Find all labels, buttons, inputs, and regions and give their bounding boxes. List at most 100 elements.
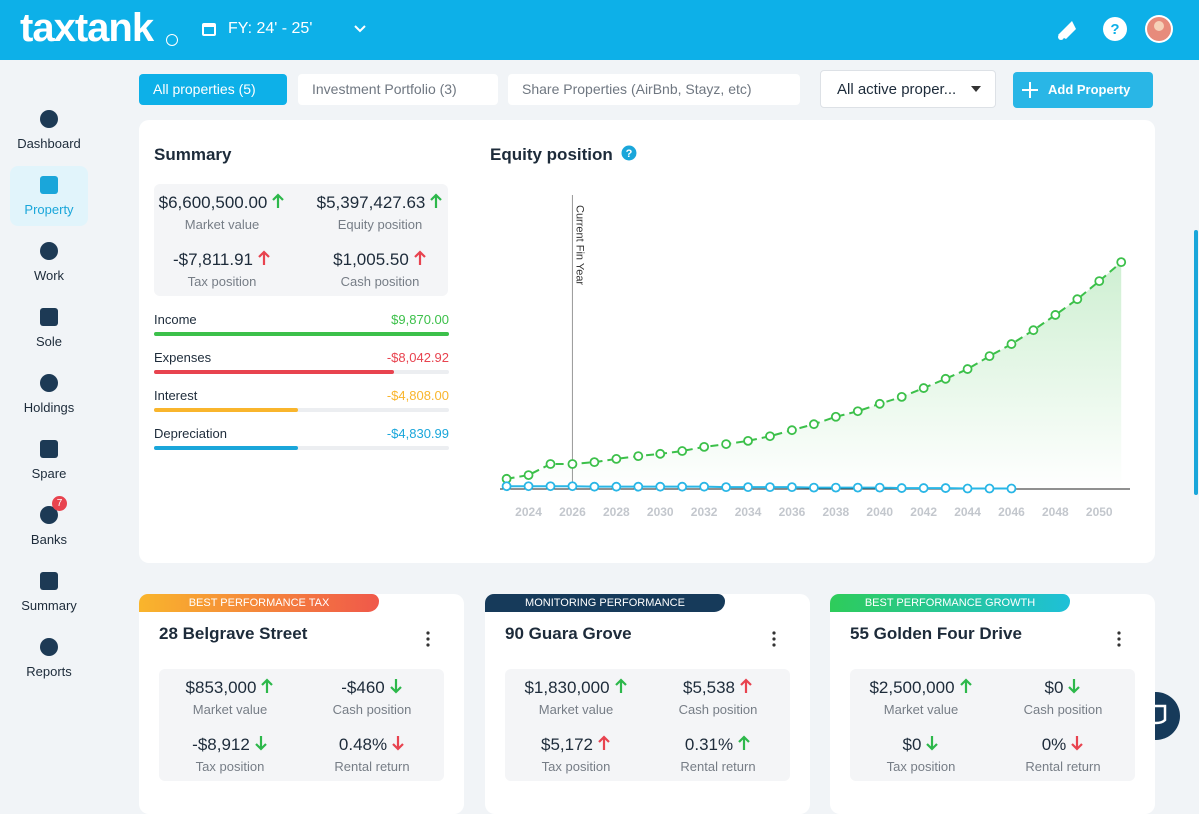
nav-label[interactable]: Property — [24, 202, 74, 217]
point — [721, 439, 731, 449]
point — [1006, 483, 1017, 494]
trend-arrow — [261, 678, 274, 693]
trend-arrow — [258, 250, 270, 265]
card-menu[interactable] — [423, 630, 433, 648]
bar-amount: $9,870.00 — [391, 312, 449, 327]
scrollbar — [1194, 230, 1198, 495]
stat: $0 Tax position — [831, 735, 1011, 774]
bar-label: Depreciation — [154, 426, 227, 441]
nav-label[interactable]: Reports — [26, 664, 72, 679]
point — [896, 483, 907, 493]
point — [1094, 276, 1105, 287]
arrow-slot — [409, 250, 427, 265]
bar — [154, 332, 449, 336]
tab[interactable]: All properties (5) — [139, 74, 287, 105]
x-tick-label: 2038 — [823, 505, 850, 519]
trend-arrow — [1071, 736, 1084, 751]
nav-icon[interactable] — [38, 636, 60, 658]
nav-label[interactable]: Holdings — [23, 400, 75, 415]
x-tick-label: 2040 — [866, 505, 893, 519]
nav-icon[interactable] — [38, 372, 60, 394]
card-menu[interactable] — [1114, 630, 1124, 648]
bar-label: Interest — [154, 388, 198, 403]
dot — [1117, 631, 1121, 635]
fy-selector[interactable]: FY: 24' - 25' — [228, 20, 313, 37]
stat: $6,600,500.00 Market value — [132, 193, 312, 232]
point — [765, 431, 775, 442]
stat-label: Rental return — [680, 759, 756, 774]
filter-dropdown[interactable]: All active proper... — [820, 70, 996, 108]
help-icon[interactable]: ? — [1102, 16, 1128, 42]
point — [721, 482, 731, 493]
nav-icon[interactable] — [38, 108, 60, 130]
point — [633, 481, 644, 492]
nav-icon[interactable] — [38, 438, 60, 460]
stat-label: Rental return — [1025, 759, 1101, 774]
point — [809, 482, 819, 493]
chart-title: Equity position — [490, 145, 613, 164]
tab[interactable]: Share Properties (AirBnb, Stayz, etc) — [508, 74, 800, 105]
card-name[interactable]: 90 Guara Grove — [505, 624, 632, 643]
nav-icon[interactable] — [38, 504, 60, 526]
arrow-slot — [385, 679, 403, 694]
icon-shape — [40, 242, 58, 260]
stat: $5,397,427.63 Equity position — [290, 193, 470, 232]
arrow-slot — [250, 736, 268, 751]
stat-value: $5,172 — [541, 735, 593, 754]
summary-title: Summary — [154, 145, 232, 164]
dot — [426, 631, 430, 635]
stat-label: Tax position — [541, 759, 611, 774]
add-property-button[interactable]: Add Property — [1013, 72, 1153, 108]
point — [611, 454, 622, 464]
dot — [772, 643, 776, 647]
arrow-path — [389, 679, 402, 694]
point — [765, 482, 775, 493]
nav-icon[interactable] — [38, 306, 60, 328]
annotation: Current Fin Year — [573, 205, 585, 285]
nav-icon[interactable] — [38, 240, 60, 262]
card-name[interactable]: 55 Golden Four Drive — [850, 624, 1022, 643]
stat-value: $0 — [1044, 678, 1064, 697]
arrow-path — [430, 193, 443, 208]
dot — [1117, 643, 1121, 647]
nav-label[interactable]: Banks — [30, 532, 68, 547]
card-menu[interactable] — [769, 630, 779, 648]
stat-label: Market value — [184, 217, 260, 232]
point — [852, 482, 863, 493]
icon-shape — [40, 308, 58, 326]
nav-label[interactable]: Sole — [35, 334, 63, 349]
point — [1050, 310, 1061, 320]
bar — [154, 370, 395, 374]
point — [984, 351, 995, 362]
tab[interactable]: Investment Portfolio (3) — [298, 74, 498, 105]
avatar[interactable] — [1144, 14, 1174, 44]
stat-label: Market value — [883, 702, 959, 717]
chart-help-icon[interactable]: ? — [621, 145, 637, 161]
logo[interactable]: taxtank — [20, 6, 154, 50]
point — [962, 364, 973, 374]
trend-arrow — [959, 678, 972, 693]
arrow-path — [258, 250, 270, 265]
nav-icon[interactable] — [38, 570, 60, 592]
arrow-slot — [733, 735, 751, 750]
x-tick-label: 2028 — [603, 505, 630, 519]
chevron[interactable] — [353, 23, 367, 35]
nav-label[interactable]: Work — [33, 268, 65, 283]
card-badge: BEST PERFORMANCE TAX — [139, 594, 379, 612]
nav-label[interactable]: Summary — [21, 598, 77, 613]
arrow-path — [272, 193, 285, 208]
point — [655, 481, 666, 492]
point — [852, 406, 863, 417]
arrow-slot — [610, 678, 628, 693]
nav-label[interactable]: Dashboard — [17, 136, 81, 151]
stat-value: -$7,811.91 — [172, 250, 254, 269]
card-name[interactable]: 28 Belgrave Street — [159, 624, 308, 643]
x-tick-label: 2046 — [998, 505, 1025, 519]
nav-label[interactable]: Spare — [31, 466, 67, 481]
point — [787, 482, 797, 493]
notification-icon[interactable] — [1052, 15, 1080, 43]
arrow-path — [740, 678, 752, 693]
point — [918, 483, 929, 493]
nav-icon[interactable] — [38, 174, 60, 196]
